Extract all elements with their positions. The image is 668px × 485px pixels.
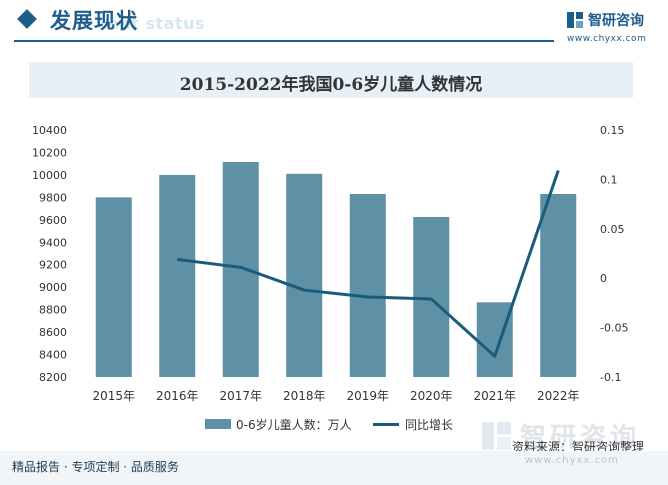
brand-name: 智研咨询 xyxy=(588,13,644,29)
brand-logo-icon xyxy=(567,12,583,28)
y-right-tick-4: 0.1 xyxy=(600,173,618,186)
x-tick-2: 2017年 xyxy=(219,389,262,403)
bar-5 xyxy=(413,217,450,377)
y-left-tick-10: 10200 xyxy=(32,146,67,159)
y-left-tick-8: 9800 xyxy=(39,191,67,204)
legend-line-label: 同比增长 xyxy=(405,418,454,432)
x-tick-5: 2020年 xyxy=(410,389,453,403)
y-left-tick-1: 8400 xyxy=(39,349,67,362)
header-divider xyxy=(14,40,554,42)
bar-7 xyxy=(540,193,577,377)
x-tick-7: 2022年 xyxy=(537,389,580,403)
bar-3 xyxy=(286,173,323,377)
header-subtitle: ent status xyxy=(108,14,205,33)
footer-tagline: 精品报告 · 专项定制 · 品质服务 xyxy=(12,460,179,474)
bar-0 xyxy=(95,197,132,377)
y-left-tick-11: 10400 xyxy=(32,124,67,137)
source-url: www.chyxx.com xyxy=(525,455,619,466)
y-left-tick-9: 10000 xyxy=(32,169,67,182)
bar-4 xyxy=(349,193,386,377)
bar-6 xyxy=(476,302,513,377)
legend-bar-swatch xyxy=(205,419,231,429)
y-left-tick-6: 9400 xyxy=(39,236,67,249)
brand-url: www.chyxx.com xyxy=(567,34,647,44)
y-left-tick-5: 9200 xyxy=(39,259,67,272)
y-left-tick-7: 9600 xyxy=(39,214,67,227)
x-tick-3: 2018年 xyxy=(283,389,326,403)
legend-bar-label: 0-6岁儿童人数：万人 xyxy=(236,418,352,432)
chart-title-box: 2015-2022年我国0-6岁儿童人数情况 xyxy=(29,62,633,98)
x-tick-0: 2015年 xyxy=(92,389,135,403)
footer-bar xyxy=(0,451,668,485)
y-right-tick-2: 0 xyxy=(600,272,607,285)
y-right-tick-1: -0.05 xyxy=(600,322,628,335)
page-title: 发展现状 xyxy=(50,9,138,33)
x-tick-1: 2016年 xyxy=(156,389,199,403)
y-right-tick-5: 0.15 xyxy=(600,124,625,137)
page-header: ent status 发展现状 智研咨询 www.chyxx.com xyxy=(0,0,668,44)
source-logo-icon xyxy=(482,422,511,450)
source-brand-watermark: 智研咨询 xyxy=(520,423,641,453)
combo-chart: 8200 8400 8600 8800 9000 9200 9400 9600 9800 1000… xyxy=(32,124,628,403)
y-right-tick-3: 0.05 xyxy=(600,223,625,236)
y-right-tick-0: -0.1 xyxy=(600,371,621,384)
y-left-tick-0: 8200 xyxy=(39,371,67,384)
x-tick-6: 2021年 xyxy=(473,389,516,403)
bar-1 xyxy=(159,174,196,377)
source-text: 资料来源：智研咨询整理 xyxy=(512,440,645,454)
x-tick-4: 2019年 xyxy=(346,389,389,403)
bar-2 xyxy=(222,161,259,377)
y-left-tick-4: 9000 xyxy=(39,281,67,294)
y-left-tick-2: 8600 xyxy=(39,326,67,339)
legend-line-swatch xyxy=(373,423,399,426)
chart-title: 2015-2022年我国0-6岁儿童人数情况 xyxy=(179,75,483,95)
y-left-tick-3: 8800 xyxy=(39,304,67,317)
